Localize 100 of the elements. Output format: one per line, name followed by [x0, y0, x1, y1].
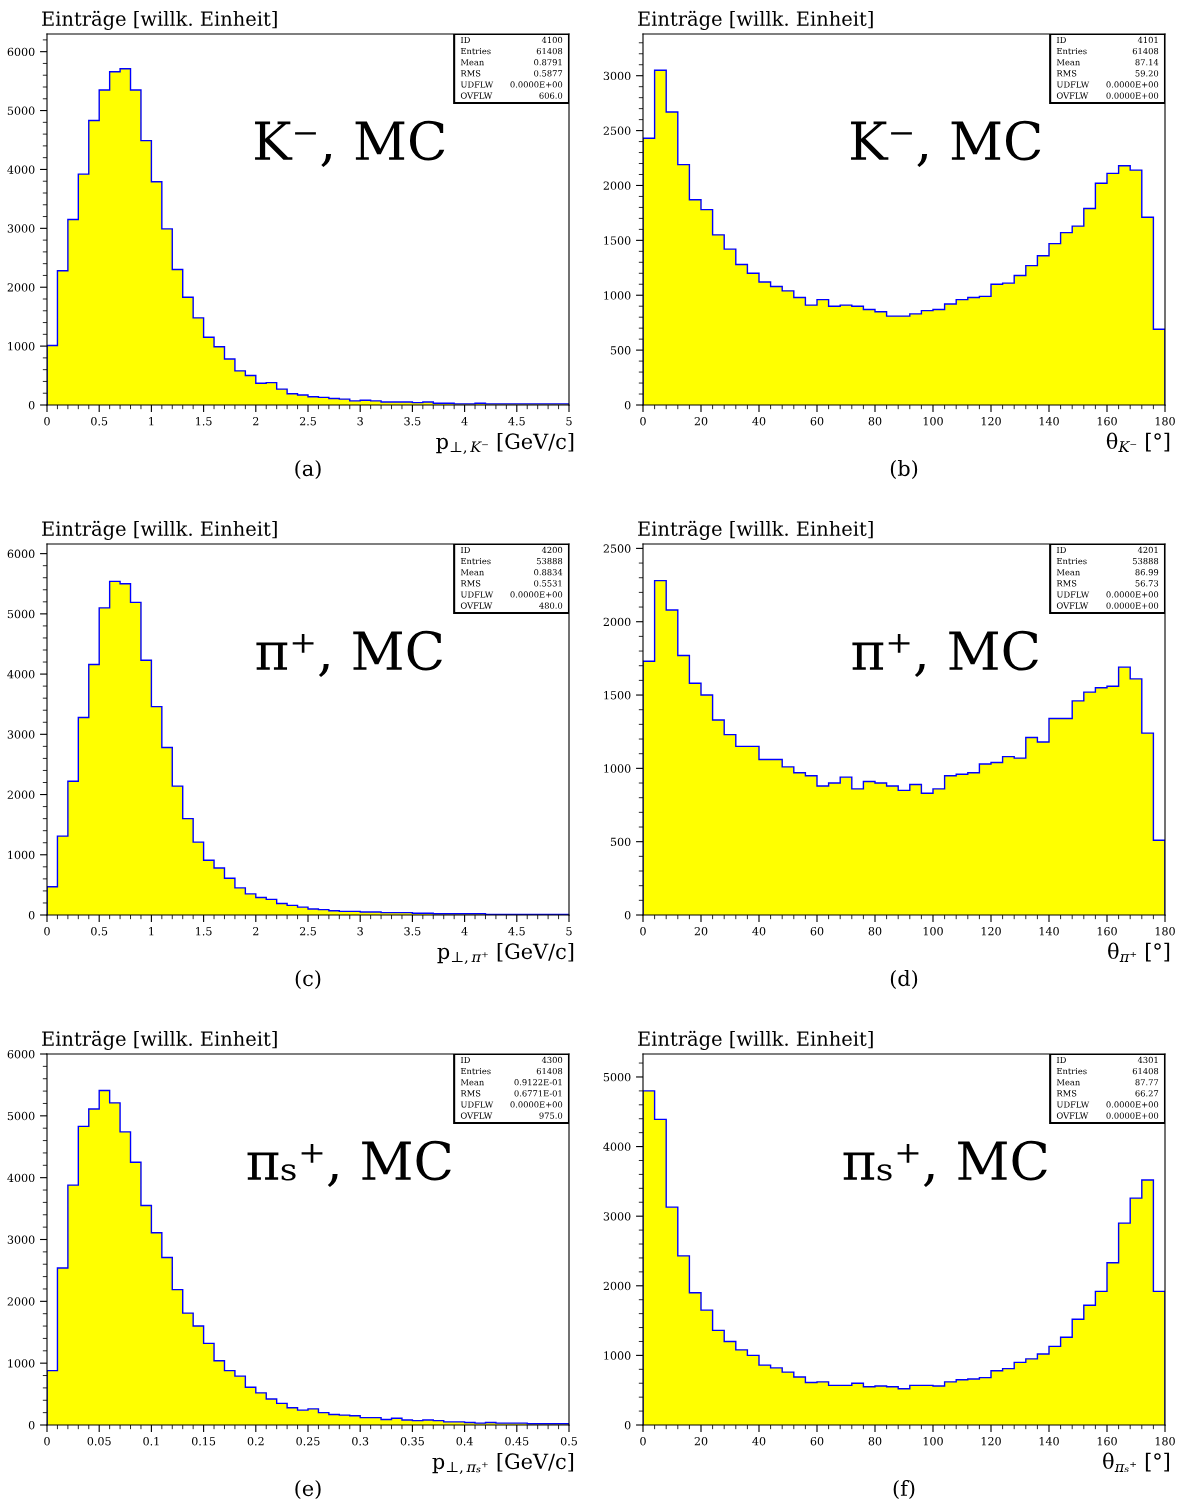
y-tick-label: 1000 — [8, 850, 35, 860]
annotation: UDFLW — [460, 1101, 494, 1108]
x-tick-label: 120 — [981, 1437, 1001, 1446]
annotation: RMS — [1056, 580, 1077, 587]
x-tick-label: 40 — [752, 927, 766, 936]
y-tick-label: 2500 — [603, 126, 631, 135]
annotation: Entries — [460, 1067, 491, 1075]
annotation: 0.0000E+00 — [510, 81, 563, 88]
x-tick-label: 0.5 — [91, 927, 108, 936]
annotation: 0.0000E+00 — [1106, 1101, 1159, 1108]
y-tick-label: 5000 — [7, 106, 35, 115]
y-tick-label: 4000 — [7, 165, 35, 174]
y-tick-label: 1500 — [604, 691, 631, 700]
annotation: 0.0000E+00 — [1106, 81, 1159, 88]
annotation: 0.0000E+00 — [1106, 591, 1159, 598]
annotation: 0.8791 — [534, 59, 562, 66]
x-tick-label: 20 — [694, 1437, 708, 1446]
x-tick-label: 2.5 — [299, 927, 316, 936]
x-tick-label: 1 — [149, 927, 154, 936]
annotation: OVFLW — [1056, 92, 1089, 99]
y-tick-label: 1000 — [604, 764, 631, 773]
annotation: UDFLW — [1056, 81, 1090, 88]
y-tick-label: 3000 — [7, 224, 35, 233]
x-tick-label: 4 — [461, 417, 468, 426]
x-tick-label: 120 — [981, 417, 1001, 426]
annotation: RMS — [460, 1090, 481, 1097]
annotation: ID — [460, 1056, 470, 1063]
annotation: πₛ⁺, MC — [247, 1140, 451, 1188]
annotation: π⁺, MC — [852, 630, 1038, 678]
x-tick-label: 80 — [868, 1437, 882, 1446]
x-tick-label: 4.5 — [508, 417, 525, 426]
x-tick-label: 160 — [1097, 1437, 1117, 1446]
x-tick-label: 140 — [1039, 1437, 1059, 1446]
annotation: Mean — [1056, 569, 1080, 576]
annotation: Mean — [460, 59, 484, 66]
x-tick-label: 160 — [1097, 927, 1117, 936]
annotation: 4201 — [1137, 546, 1158, 554]
x-tick-label: 0 — [44, 927, 50, 936]
x-axis-title: θ$_{K⁻}$ [°] — [1106, 432, 1170, 452]
x-tick-label: 0.15 — [191, 1437, 216, 1446]
annotation: UDFLW — [460, 81, 494, 88]
y-tick-label: 6000 — [7, 549, 35, 559]
y-tick-label: 4000 — [7, 670, 35, 679]
x-tick-label: 140 — [1039, 417, 1059, 426]
x-tick-label: 0.5 — [560, 1437, 577, 1446]
annotation: 86.99 — [1135, 569, 1159, 576]
x-tick-label: 60 — [810, 927, 824, 936]
x-tick-label: 0.3 — [352, 1437, 369, 1446]
x-tick-label: 180 — [1155, 1437, 1175, 1446]
annotation: 975.0 — [539, 1112, 563, 1119]
y-tick-label: 6000 — [7, 1049, 35, 1059]
annotation: ID — [460, 36, 470, 43]
text: (a) — [295, 460, 321, 480]
annotation: ID — [1056, 546, 1066, 553]
y-tick-label: 0 — [28, 400, 35, 410]
x-tick-label: 3 — [357, 927, 363, 936]
y-tick-label: 2000 — [7, 283, 35, 292]
y-tick-label: 2000 — [603, 617, 631, 627]
annotation: K⁻, MC — [851, 120, 1041, 168]
annotation: 0.0000E+00 — [1106, 92, 1159, 99]
annotation: 4300 — [541, 1056, 563, 1064]
annotation: Entries — [1056, 557, 1087, 565]
annotation: 0.9122E-01 — [514, 1079, 562, 1086]
annotation: ID — [1056, 36, 1066, 43]
annotation: 53888 — [1132, 557, 1159, 565]
annotation: ID — [1056, 1056, 1066, 1063]
x-tick-label: 60 — [810, 1437, 824, 1446]
x-tick-label: 0 — [640, 417, 646, 426]
y-tick-label: 3000 — [603, 71, 631, 81]
text: (b) — [890, 460, 918, 480]
x-tick-label: 160 — [1097, 417, 1117, 426]
annotation: 61408 — [1132, 47, 1159, 55]
x-tick-label: 0.2 — [247, 1437, 264, 1446]
x-tick-label: 100 — [923, 1437, 943, 1446]
y-tick-label: 3000 — [7, 730, 35, 739]
annotation: UDFLW — [460, 591, 494, 598]
x-tick-label: 4 — [461, 927, 468, 936]
y-tick-label: 5000 — [7, 609, 35, 619]
annotation: RMS — [460, 70, 481, 77]
annotation: 61408 — [536, 1067, 563, 1075]
x-tick-label: 0.4 — [456, 1437, 473, 1446]
x-tick-label: 0.45 — [505, 1437, 529, 1446]
x-tick-label: 5 — [566, 417, 572, 426]
text: (d) — [890, 970, 918, 990]
x-tick-label: 180 — [1155, 417, 1175, 426]
annotation: 53888 — [536, 557, 563, 565]
annotation: UDFLW — [1056, 1101, 1090, 1108]
annotation: OVFLW — [460, 92, 493, 99]
x-tick-label: 180 — [1155, 927, 1175, 936]
annotation: Mean — [1056, 1079, 1080, 1086]
annotation: 61408 — [536, 47, 563, 55]
x-tick-label: 40 — [752, 417, 766, 426]
x-tick-label: 2.5 — [299, 417, 316, 426]
annotation: 0.5531 — [534, 580, 562, 587]
x-tick-label: 20 — [694, 417, 708, 426]
x-axis-title: θ$_{πₛ⁺}$ [°] — [1103, 1452, 1170, 1473]
annotation: OVFLW — [460, 602, 493, 609]
x-tick-label: 100 — [923, 927, 943, 936]
y-tick-label: 1000 — [8, 342, 35, 351]
x-axis-title: θ$_{π⁺}$ [°] — [1108, 942, 1170, 962]
